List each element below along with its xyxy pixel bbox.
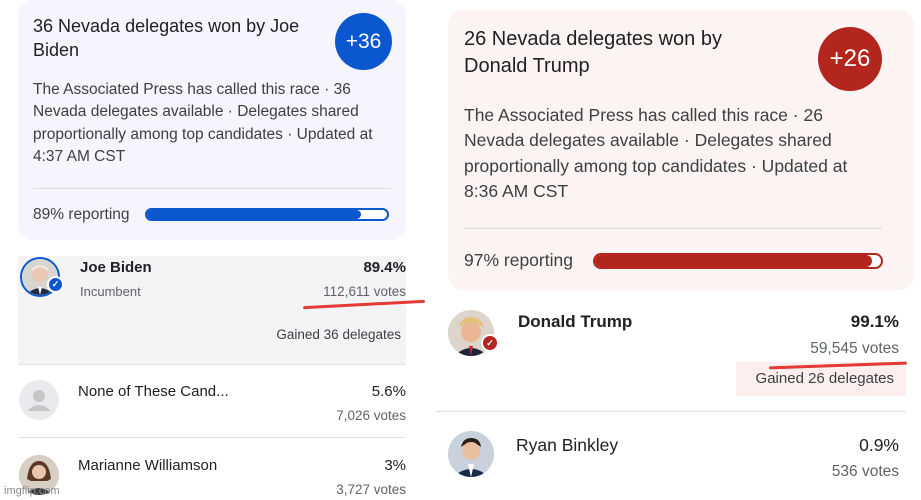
biden-reporting-bar-fill (147, 210, 361, 219)
binkley-votes: 536 votes (831, 463, 899, 480)
none-candidate-row[interactable] (18, 365, 406, 437)
trump-race-description: The Associated Press has called this rac… (464, 105, 848, 202)
biden-race-description: The Associated Press has called this rac… (33, 81, 373, 166)
none-percent: 5.6% (371, 383, 406, 400)
trump-percent: 99.1% (850, 312, 899, 331)
trump-delegates-highlight (736, 362, 906, 396)
trump-card-title: 26 Nevada delegates won by Donald Trump (464, 28, 722, 77)
trump-name: Donald Trump (518, 312, 633, 331)
biden-name: Joe Biden (80, 259, 152, 276)
biden-winner-check-icon: ✓ (47, 276, 64, 293)
biden-reporting-bar (145, 208, 389, 221)
biden-votes: 112,611 votes (323, 284, 406, 299)
binkley-candidate-row[interactable] (436, 412, 921, 500)
trump-delegates-gained: Gained 26 delegates (755, 370, 894, 387)
left-row-divider-2 (18, 437, 406, 438)
binkley-name: Ryan Binkley (516, 435, 619, 455)
williamson-name: Marianne Williamson (78, 457, 218, 474)
biden-candidate-row[interactable] (18, 256, 406, 364)
williamson-avatar (19, 455, 59, 495)
binkley-avatar (448, 431, 494, 477)
binkley-percent: 0.9% (859, 435, 899, 455)
biden-percent: 89.4% (363, 259, 406, 276)
trump-winner-check-icon: ✓ (481, 334, 499, 352)
biden-card-title: 36 Nevada delegates won by Joe Biden (33, 16, 300, 61)
biden-reporting-label: 89% reporting (33, 206, 130, 223)
none-avatar-icon (19, 380, 59, 420)
trump-card-divider (464, 228, 882, 229)
biden-incumbent-label: Incumbent (80, 284, 141, 299)
none-votes: 7,026 votes (336, 408, 406, 423)
trump-delegate-badge: +26 (818, 27, 882, 91)
imgflip-watermark: imgflip.com (4, 485, 60, 497)
trump-reporting-bar (593, 253, 883, 269)
left-row-divider-1 (18, 364, 406, 365)
williamson-votes: 3,727 votes (336, 482, 406, 497)
biden-delegates-gained: Gained 36 delegates (276, 327, 401, 342)
biden-results-panel: 36 Nevada delegates won by Joe Biden +36… (0, 0, 425, 500)
biden-delegate-badge: +36 (335, 13, 392, 70)
right-row-divider-1 (436, 411, 906, 412)
trump-votes: 59,545 votes (810, 340, 899, 357)
biden-card-divider (33, 188, 391, 189)
trump-results-panel: 26 Nevada delegates won by Donald Trump … (436, 0, 921, 500)
williamson-percent: 3% (384, 457, 406, 474)
trump-reporting-label: 97% reporting (464, 250, 573, 270)
none-name: None of These Cand... (78, 383, 229, 400)
trump-reporting-bar-fill (595, 255, 873, 267)
